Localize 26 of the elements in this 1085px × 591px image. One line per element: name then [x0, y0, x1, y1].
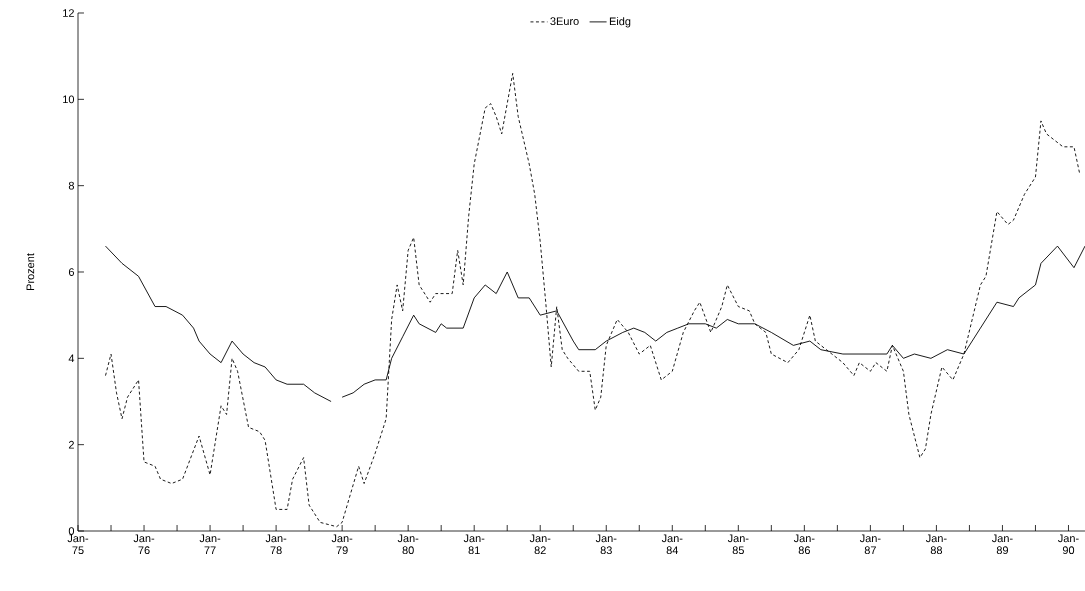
x-tick-label: Jan- 89	[991, 534, 1013, 555]
y-tick-label: 0	[68, 527, 75, 535]
y-tick-label: 12	[63, 9, 74, 17]
legend-label: Eidg	[609, 17, 631, 28]
y-tick-label: 4	[68, 354, 75, 363]
x-tick-label: Jan- 76	[133, 534, 155, 555]
y-axis-title: Prozent	[26, 253, 35, 290]
x-tick-label: Jan- 81	[463, 534, 485, 555]
x-tick-label: Jan- 75	[67, 534, 89, 555]
legend-label: 3Euro	[550, 17, 579, 26]
x-tick-label: Jan- 79	[331, 534, 353, 555]
y-tick-label: 2	[68, 440, 74, 449]
x-tick-label: Jan- 86	[793, 534, 815, 555]
y-tick-label: 6	[68, 268, 74, 276]
x-tick-label: Jan- 78	[265, 534, 287, 555]
x-tick-label: Jan- 87	[859, 534, 881, 555]
x-tick-label: Jan- 77	[199, 534, 221, 555]
x-tick-label: Jan- 82	[529, 534, 551, 555]
y-tick-label: 10	[63, 95, 75, 104]
x-tick-label: Jan- 83	[595, 534, 617, 555]
x-tick-label: Jan- 88	[925, 534, 947, 555]
x-tick-label: Jan- 80	[397, 534, 419, 555]
x-tick-label: Jan- 84	[661, 534, 683, 555]
x-tick-label: Jan- 85	[727, 534, 749, 555]
x-tick-label: Jan- 90	[1057, 534, 1079, 555]
y-tick-label: 8	[68, 181, 74, 190]
